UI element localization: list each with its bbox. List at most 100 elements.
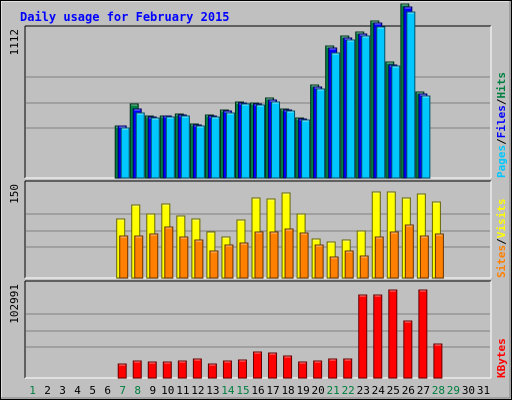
y-axis-max-label: 150 [8, 184, 21, 204]
bar-sites-day-20 [314, 244, 324, 279]
legend-entry: / [495, 138, 508, 145]
bar-sites-day-25 [389, 231, 399, 279]
y-axis-max-label: 102991 [8, 284, 21, 324]
chart-panels: 1112Pages/Files/Hits150Sites/Visits10299… [8, 3, 508, 379]
legend-entry: Visits [495, 199, 508, 239]
bar-sites-day-15 [239, 242, 249, 279]
bar-sites-day-10 [164, 226, 174, 279]
legend-entry: / [495, 238, 508, 245]
bar-kbytes-day-25 [388, 289, 398, 379]
bar-pages-day-16 [256, 104, 265, 179]
bar-pages-day-20 [316, 88, 326, 179]
bar-pages-day-19 [301, 119, 311, 179]
bar-sites-day-12 [194, 239, 204, 279]
legend-entry: / [495, 98, 508, 105]
bar-kbytes-day-16 [253, 351, 262, 379]
legend-entry: Sites [495, 245, 508, 278]
day-label-19: 19 [296, 384, 309, 397]
bar-pages-day-9 [150, 117, 160, 179]
bar-kbytes-day-7 [117, 363, 127, 379]
bar-sites-day-26 [404, 224, 414, 279]
day-label-27: 27 [417, 384, 430, 397]
day-label-26: 26 [402, 384, 415, 397]
legend-entry: Files [495, 105, 508, 138]
bar-sites-day-22 [344, 250, 354, 279]
day-label-30: 30 [462, 384, 475, 397]
bar-pages-day-23 [361, 35, 371, 179]
bar-pages-day-22 [346, 39, 356, 179]
bar-sites-day-9 [149, 233, 159, 279]
legend-kbytes: KBytes [495, 338, 508, 378]
bar-kbytes-day-24 [373, 294, 383, 379]
bar-pages-day-7 [120, 127, 130, 179]
bar-sites-day-8 [134, 235, 144, 279]
bar-kbytes-day-10 [162, 361, 172, 379]
bar-kbytes-day-8 [132, 360, 142, 379]
day-label-3: 3 [59, 384, 66, 397]
day-label-4: 4 [74, 384, 81, 397]
day-label-6: 6 [104, 384, 111, 397]
y-axis-max-label: 1112 [8, 29, 21, 56]
bar-kbytes-day-23 [358, 294, 368, 379]
bar-pages-day-25 [391, 65, 401, 179]
bar-pages-day-12 [195, 125, 205, 179]
bar-kbytes-day-12 [192, 358, 202, 379]
day-label-28: 28 [432, 384, 445, 397]
day-label-2: 2 [44, 384, 51, 397]
day-label-24: 24 [372, 384, 386, 397]
bar-kbytes-day-9 [147, 361, 157, 379]
bar-kbytes-day-26 [403, 320, 413, 379]
day-label-17: 17 [266, 384, 279, 397]
bar-sites-day-7 [119, 235, 129, 279]
bar-kbytes-day-14 [222, 360, 232, 379]
bar-kbytes-day-21 [328, 358, 338, 379]
legend-pages: Pages/Files/Hits [495, 72, 508, 178]
day-label-10: 10 [161, 384, 174, 397]
day-label-29: 29 [447, 384, 460, 397]
panel-kbytes: 102991 KBytes [8, 280, 508, 379]
day-label-8: 8 [134, 384, 141, 397]
day-label-25: 25 [387, 384, 400, 397]
bar-pages-day-27 [421, 95, 431, 179]
bar-kbytes-day-20 [313, 360, 323, 379]
bar-sites-day-16 [254, 231, 264, 279]
day-axis: 1 2 3 4 5 6 7 8 9 10 11 12 13 14 15 16 17 18 19 20 21 22 23 24 2… [29, 384, 490, 397]
bar-pages-day-18 [286, 110, 296, 179]
day-label-23: 23 [357, 384, 370, 397]
bar-pages-day-21 [331, 52, 341, 179]
bar-kbytes-day-11 [177, 360, 187, 379]
day-label-9: 9 [149, 384, 156, 397]
bar-kbytes-day-28 [433, 343, 443, 379]
bar-pages-day-15 [240, 103, 250, 179]
day-label-20: 20 [312, 384, 325, 397]
bar-kbytes-day-27 [418, 289, 428, 379]
bar-sites-day-24 [374, 236, 384, 279]
bar-sites-day-18 [284, 228, 294, 279]
bar-sites-day-17 [269, 231, 279, 279]
bar-pages-day-10 [165, 116, 175, 179]
bar-sites-day-23 [359, 255, 369, 279]
bar-kbytes-day-19 [298, 361, 308, 379]
legend-entry: Pages [495, 145, 508, 178]
day-label-7: 7 [119, 384, 126, 397]
day-label-14: 14 [221, 384, 235, 397]
legend-entry: Hits [495, 72, 508, 99]
bar-sites-day-21 [329, 256, 339, 279]
bar-pages-day-8 [135, 112, 145, 179]
chart-title: Daily usage for February 2015 [20, 10, 230, 24]
day-label-1: 1 [29, 384, 36, 397]
bar-kbytes-day-15 [237, 359, 247, 379]
bar-sites-day-11 [179, 236, 189, 279]
bar-kbytes-day-18 [283, 355, 293, 379]
bar-pages-day-11 [180, 115, 190, 179]
day-label-21: 21 [327, 384, 340, 397]
day-label-13: 13 [206, 384, 219, 397]
bar-pages-day-13 [210, 116, 220, 179]
bar-pages-day-26 [406, 11, 416, 179]
legend-entry: KBytes [495, 338, 508, 378]
bar-sites-day-28 [434, 233, 444, 279]
day-label-18: 18 [281, 384, 294, 397]
